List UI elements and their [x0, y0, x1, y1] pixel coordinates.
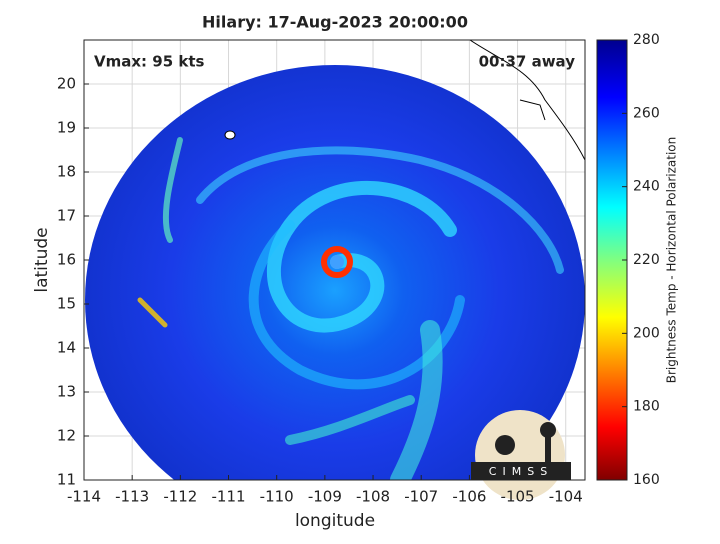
y-tick-label: 11 [57, 471, 76, 489]
y-tick-label: 17 [57, 207, 76, 225]
colorbar-tick-label: 160 [633, 472, 660, 488]
y-tick-label: 16 [57, 251, 76, 269]
y-tick-label: 18 [57, 163, 76, 181]
x-tick-label: -109 [308, 488, 342, 506]
logo: CIMSS [471, 410, 571, 500]
x-tick-label: -113 [115, 488, 149, 506]
chart-title: Hilary: 17-Aug-2023 20:00:00 [202, 13, 468, 32]
x-tick-label: -112 [163, 488, 197, 506]
annotation: 00:37 away [479, 53, 576, 71]
y-tick-label: 13 [57, 383, 76, 401]
logo-text: CIMSS [489, 465, 553, 478]
y-tick-label: 12 [57, 427, 76, 445]
x-tick-label: -110 [260, 488, 294, 506]
annotation: Vmax: 95 kts [94, 53, 204, 71]
x-tick-label: -106 [452, 488, 486, 506]
colorbar-tick-label: 260 [633, 105, 660, 121]
satellite-image [85, 40, 585, 480]
colorbar-tick-label: 220 [633, 252, 660, 268]
x-tick-label: -107 [404, 488, 438, 506]
x-tick-label: -114 [67, 488, 101, 506]
x-axis-label: longitude [295, 511, 375, 531]
colorbar-tick-label: 280 [633, 32, 660, 48]
colorbar-tick-label: 200 [633, 325, 660, 341]
colorbar-tick-label: 240 [633, 179, 660, 195]
y-tick-label: 14 [57, 339, 76, 357]
colorbar-label: Brightness Temp - Horizontal Polarizatio… [665, 137, 679, 384]
x-tick-label: -111 [211, 488, 245, 506]
colorbar-tick-label: 180 [633, 399, 660, 415]
x-tick-label: -105 [501, 488, 535, 506]
y-axis-label: latitude [32, 227, 52, 292]
y-tick-label: 19 [57, 119, 76, 137]
x-tick-label: -108 [356, 488, 390, 506]
y-tick-label: 15 [57, 295, 76, 313]
x-tick-label: -104 [549, 488, 583, 506]
y-tick-label: 20 [57, 75, 76, 93]
